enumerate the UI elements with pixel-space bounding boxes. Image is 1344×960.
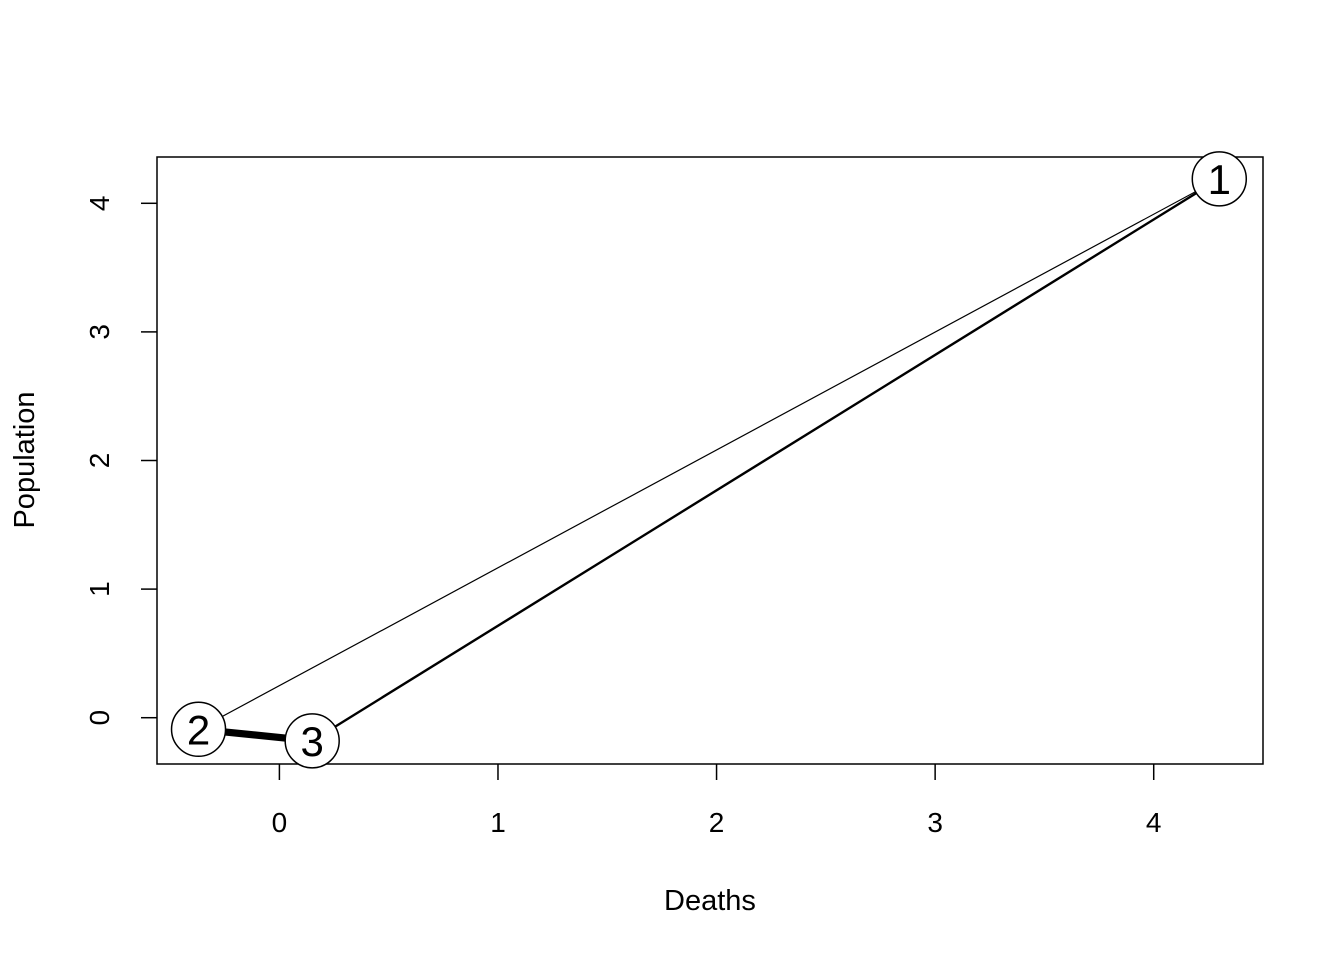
y-axis-title: Population [9,391,41,528]
edge-1-2 [198,178,1220,730]
y-tick-label: 4 [84,196,115,212]
plot-frame [156,156,1264,765]
y-tick-label: 3 [84,324,115,340]
x-tick-label: 0 [272,807,288,838]
x-tick-label: 4 [1146,807,1162,838]
y-axis: 0 1 2 3 4 [84,196,157,726]
x-axis: 0 1 2 3 4 [272,764,1162,838]
x-tick-label: 1 [490,807,506,838]
node-1-label: 1 [1208,156,1231,203]
nodes-layer: 1 2 3 [170,151,1248,769]
node-3-label: 3 [301,718,324,765]
y-tick-label: 1 [84,581,115,597]
node-1-circle [1191,151,1248,207]
edge-1-3 [311,177,1220,742]
node-2-label: 2 [187,706,210,753]
x-tick-label: 3 [927,807,943,838]
node-3-circle [284,713,340,769]
y-tick-label: 2 [84,453,115,469]
x-axis-title: Deaths [664,885,756,917]
node-2-circle [170,701,227,758]
x-tick-label: 2 [709,807,725,838]
edges-layer [198,177,1220,745]
y-tick-label: 0 [84,710,115,726]
